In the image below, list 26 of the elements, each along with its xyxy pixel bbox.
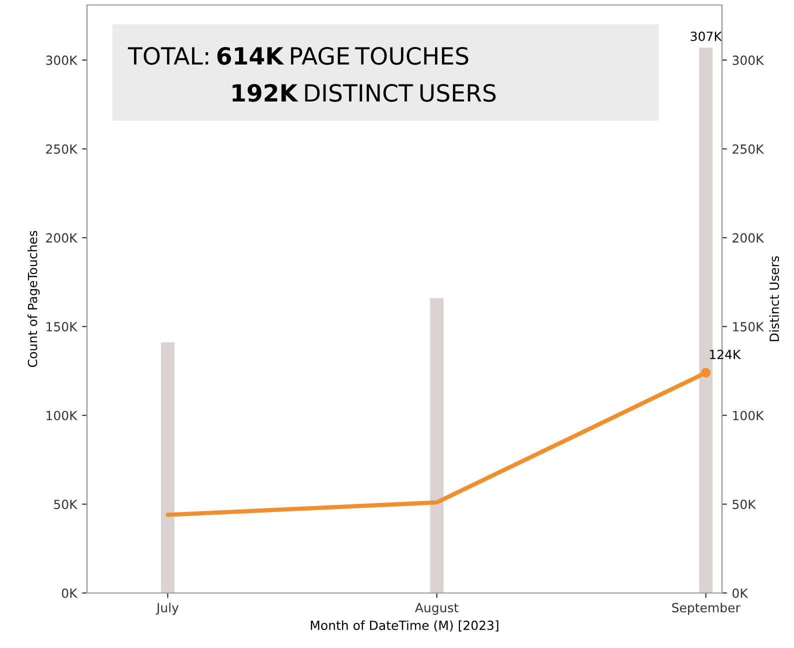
x-tick-label: September [672,602,740,615]
y2-tick-label: 50K [732,500,756,510]
y2-tick-label: 300K [732,56,764,65]
x-axis-title: Month of DateTime (M) [2023] [310,620,498,632]
bar [160,342,174,593]
y-tick-label: 150K [46,322,78,332]
y-tick-label: 50K [54,500,78,510]
annotation: TOTAL: 614K PAGE TOUCHES [128,46,468,65]
y2-tick-label: 150K [733,322,764,332]
y-tick-label: 250K [46,144,78,154]
y2-tick-label: 100K [733,410,764,420]
y2-tick-label: 0K [732,588,748,598]
y-axis-title: Count of PageTouches [28,230,40,368]
x-tick-label: August [415,603,458,615]
annotation: 192K DISTINCT USERS [232,84,496,102]
y2-axis-title: Distinct Users [769,256,780,342]
data-label: 124K [710,350,741,360]
x-tick-label: July [156,602,179,615]
bar [430,298,444,593]
y-tick-label: 300K [46,56,78,65]
data-label: 307K [690,32,722,42]
y-tick-label: 100K [46,410,78,420]
y2-tick-label: 200K [732,233,764,243]
y2-tick-label: 250K [732,144,764,154]
y-tick-label: 200K [46,233,78,243]
y-tick-label: 0K [62,588,78,598]
